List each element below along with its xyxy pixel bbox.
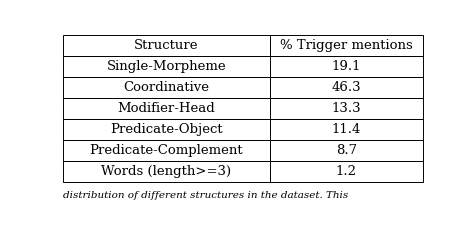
- Text: Predicate-Complement: Predicate-Complement: [90, 144, 243, 157]
- Text: 1.2: 1.2: [336, 165, 357, 178]
- Bar: [63, 56, 270, 77]
- Bar: [270, 161, 423, 182]
- Bar: [270, 35, 423, 56]
- Bar: [63, 98, 270, 119]
- Bar: [63, 35, 270, 56]
- Text: 8.7: 8.7: [336, 144, 357, 157]
- Bar: [270, 56, 423, 77]
- Bar: [270, 119, 423, 140]
- Text: 46.3: 46.3: [332, 81, 361, 94]
- Bar: [270, 140, 423, 161]
- Bar: [63, 119, 270, 140]
- Text: Words (length>=3): Words (length>=3): [101, 165, 231, 178]
- Bar: [63, 140, 270, 161]
- Bar: [63, 77, 270, 98]
- Bar: [270, 98, 423, 119]
- Bar: [63, 161, 270, 182]
- Text: 13.3: 13.3: [332, 102, 361, 115]
- Text: Predicate-Object: Predicate-Object: [110, 123, 223, 136]
- Text: % Trigger mentions: % Trigger mentions: [280, 39, 413, 52]
- Text: 19.1: 19.1: [332, 60, 361, 73]
- Text: Modifier-Head: Modifier-Head: [118, 102, 215, 115]
- Text: Single-Morpheme: Single-Morpheme: [107, 60, 226, 73]
- Text: Structure: Structure: [134, 39, 199, 52]
- Text: distribution of different structures in the dataset. This: distribution of different structures in …: [63, 191, 348, 200]
- Bar: [270, 77, 423, 98]
- Text: Coordinative: Coordinative: [123, 81, 210, 94]
- Text: 11.4: 11.4: [332, 123, 361, 136]
